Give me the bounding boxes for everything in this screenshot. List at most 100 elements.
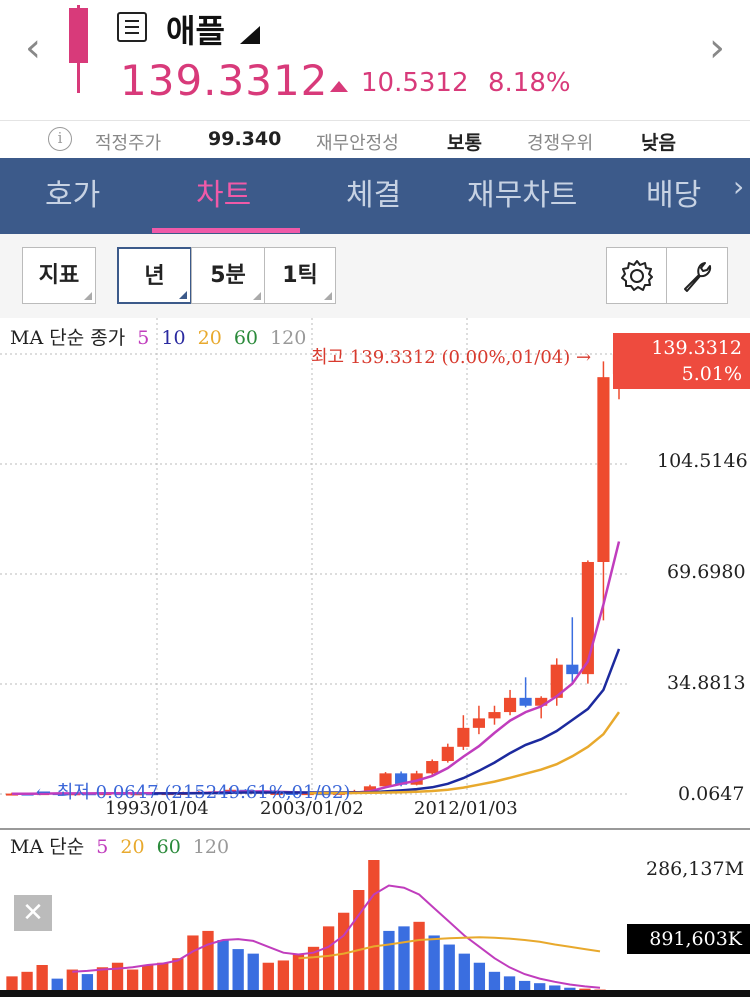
tab-chart[interactable]: 차트 xyxy=(196,178,252,213)
volume-bar xyxy=(518,980,531,990)
change-percent: 8.18% xyxy=(488,68,571,98)
candle-body xyxy=(597,377,610,562)
period-year-button[interactable]: 년 xyxy=(117,247,192,304)
ma-10-label: 10 xyxy=(161,327,186,349)
competitive-label: 경쟁우위 xyxy=(527,133,594,154)
info-icon[interactable]: i xyxy=(48,127,72,151)
header xyxy=(0,0,750,120)
volume-bar xyxy=(564,987,576,990)
gear-icon[interactable] xyxy=(606,247,667,304)
price-chart[interactable] xyxy=(0,318,750,828)
price-ma-legend: MA 단순 종가 5 10 20 60 120 xyxy=(10,323,306,350)
tab-trades[interactable]: 체결 xyxy=(346,178,402,213)
volume-bar xyxy=(202,930,214,990)
stability-value: 보통 xyxy=(447,132,482,154)
volume-bar xyxy=(383,930,395,990)
volume-bar xyxy=(6,976,18,990)
vol-ma-legend-prefix: MA 단순 xyxy=(10,836,85,858)
candle-body xyxy=(379,773,392,787)
candle-body xyxy=(488,712,501,719)
candle-body xyxy=(363,786,377,792)
volume-bar xyxy=(172,958,184,990)
ma-legend-prefix: MA 단순 종가 xyxy=(10,327,126,349)
vol-ma-5-label: 5 xyxy=(96,836,109,858)
high-tag-price: 139.3312 xyxy=(651,337,742,359)
volume-bar xyxy=(232,949,244,990)
volume-ma-legend: MA 단순 5 20 60 120 xyxy=(10,832,229,859)
indicator-button[interactable]: 지표 xyxy=(22,247,96,304)
high-price-tag: 139.3312 5.01% xyxy=(613,333,750,389)
volume-bar xyxy=(428,935,440,990)
volume-bar xyxy=(368,860,380,990)
stock-name[interactable]: 애플 xyxy=(166,12,225,50)
volume-bar xyxy=(187,935,199,990)
info-row xyxy=(0,120,750,159)
vol-ma-20-label: 20 xyxy=(120,836,145,858)
candle-body xyxy=(426,761,439,774)
up-triangle-icon xyxy=(330,81,348,92)
candle-body xyxy=(457,727,470,747)
volume-bar xyxy=(458,953,470,990)
volume-bar xyxy=(307,946,320,990)
ma-line-5 xyxy=(12,541,621,795)
period-1tick-label: 1틱 xyxy=(282,263,318,288)
volume-chart[interactable] xyxy=(0,830,750,990)
volume-bar xyxy=(217,940,229,990)
dropdown-triangle-icon[interactable] xyxy=(240,26,260,44)
candle-body xyxy=(395,773,408,785)
high-annotation: 최고 139.3312 (0.00%,01/04) → xyxy=(311,347,592,368)
tab-financial-chart[interactable]: 재무차트 xyxy=(467,178,578,213)
period-5min-label: 5분 xyxy=(210,263,246,288)
change-value: 10.5312 xyxy=(361,68,469,98)
volume-bar xyxy=(111,962,124,990)
chart-divider xyxy=(0,828,750,830)
current-price: 139.3312 xyxy=(120,56,329,105)
volume-bar xyxy=(338,912,350,990)
price-chart-area[interactable] xyxy=(0,318,750,828)
volume-bar xyxy=(549,985,561,990)
candle-body xyxy=(410,773,423,785)
volume-ma-line-5 xyxy=(72,884,601,989)
candle-logo-body xyxy=(69,8,88,63)
y-tick-label: 34.8813 xyxy=(667,672,746,694)
tabs-more-icon[interactable]: › xyxy=(733,170,745,203)
volume-bar xyxy=(353,890,365,990)
volume-bar xyxy=(142,965,154,990)
volume-bar xyxy=(292,953,305,990)
volume-bar xyxy=(488,971,501,990)
volume-bar xyxy=(277,960,290,990)
fair-price-value: 99.340 xyxy=(208,128,282,150)
volume-max-label: 286,137M xyxy=(646,858,745,880)
period-1tick-button[interactable]: 1틱 xyxy=(264,247,336,304)
low-annotation: ← 최저 0.0647 (215249.61%,01/02) xyxy=(36,782,351,803)
tab-orderbook[interactable]: 호가 xyxy=(45,178,101,213)
volume-bar xyxy=(413,921,425,990)
period-5min-button[interactable]: 5분 xyxy=(191,247,265,304)
candle-body xyxy=(566,664,579,675)
stability-label: 재무안정성 xyxy=(316,133,399,154)
ma-5-label: 5 xyxy=(137,327,150,349)
candle-body xyxy=(519,697,532,706)
menu-list-icon[interactable] xyxy=(117,12,147,42)
wrench-icon[interactable] xyxy=(666,247,728,304)
ma-120-label: 120 xyxy=(270,327,307,349)
candle-body xyxy=(441,746,454,762)
volume-bar xyxy=(51,978,63,990)
x-tick-label: 2003/01/02 xyxy=(260,798,364,819)
candle-body xyxy=(270,792,283,795)
y-tick-label: 104.5146 xyxy=(657,450,748,472)
volume-bar xyxy=(36,965,48,990)
y-tick-label: 69.6980 xyxy=(667,561,746,583)
chevron-right-icon[interactable]: › xyxy=(709,25,725,71)
ma-20-label: 20 xyxy=(197,327,222,349)
volume-bar xyxy=(534,983,546,990)
tab-bar xyxy=(0,158,750,234)
volume-ma-line-20 xyxy=(298,936,601,960)
volume-bar xyxy=(81,974,94,990)
close-icon[interactable]: ✕ xyxy=(14,895,52,931)
high-tag-pct: 5.01% xyxy=(681,363,742,385)
volume-bar xyxy=(503,976,516,990)
volume-bar xyxy=(398,926,410,990)
tab-dividend[interactable]: 배당 xyxy=(646,178,702,213)
chevron-left-icon[interactable]: ‹ xyxy=(25,25,41,71)
